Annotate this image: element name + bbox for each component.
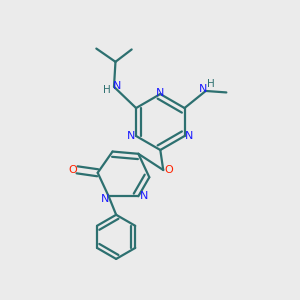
Text: N: N <box>156 88 164 98</box>
Text: H: H <box>207 79 215 88</box>
Text: N: N <box>140 191 148 201</box>
Text: H: H <box>103 85 110 95</box>
Text: O: O <box>68 165 77 175</box>
Text: N: N <box>199 85 208 94</box>
Text: O: O <box>164 165 173 175</box>
Text: N: N <box>185 131 194 141</box>
Text: N: N <box>127 131 136 141</box>
Text: N: N <box>113 81 122 91</box>
Text: N: N <box>101 194 109 204</box>
